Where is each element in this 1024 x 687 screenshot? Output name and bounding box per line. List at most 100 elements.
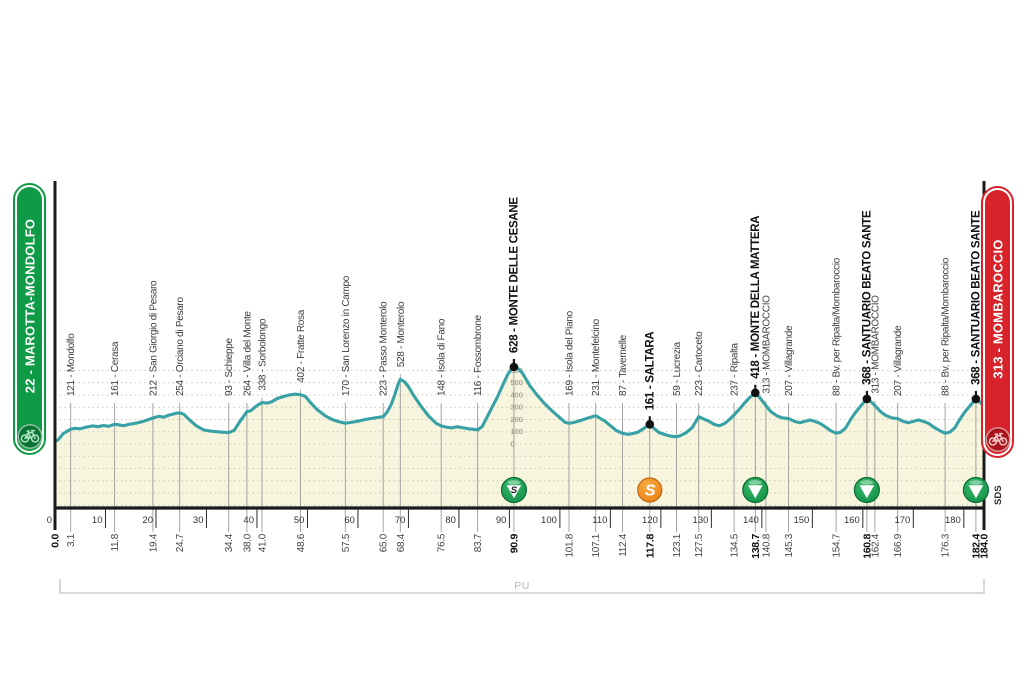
svg-text:628 - MONTE DELLE CESANE: 628 - MONTE DELLE CESANE [508, 197, 520, 353]
svg-text:338 - Sorbolongo: 338 - Sorbolongo [258, 318, 269, 391]
svg-text:110: 110 [592, 515, 607, 526]
svg-text:600: 600 [510, 366, 523, 375]
svg-text:112.4: 112.4 [618, 533, 629, 557]
svg-text:300: 300 [510, 403, 523, 412]
footer-bracket: PU [59, 579, 985, 594]
svg-text:40: 40 [243, 515, 254, 526]
svg-text:117.8: 117.8 [644, 534, 656, 559]
svg-text:130: 130 [693, 515, 709, 526]
svg-text:528 - Monterolo: 528 - Monterolo [396, 301, 407, 367]
bicycle-icon [987, 427, 1008, 453]
svg-text:24.7: 24.7 [175, 533, 186, 552]
svg-text:264 - Villa del Monte: 264 - Villa del Monte [242, 311, 253, 396]
svg-text:80: 80 [445, 515, 456, 526]
svg-text:134.5: 134.5 [730, 533, 741, 557]
svg-text:200: 200 [510, 415, 523, 424]
svg-text:313 - MOMBAROCCIO: 313 - MOMBAROCCIO [761, 295, 772, 394]
profile-area [55, 367, 984, 508]
svg-text:0: 0 [47, 515, 52, 526]
svg-text:166.9: 166.9 [893, 533, 904, 557]
svg-text:3.1: 3.1 [66, 533, 77, 547]
svg-text:127.5: 127.5 [694, 533, 705, 557]
svg-text:176.3: 176.3 [941, 533, 952, 557]
svg-text:88 - Bv. per Ripalta/Mombarocc: 88 - Bv. per Ripalta/Mombaroccio [832, 257, 843, 396]
start-badge-label: 22 - MAROTTA-MONDOLFO [22, 218, 37, 394]
svg-text:20: 20 [142, 515, 153, 526]
svg-text:60: 60 [344, 515, 355, 526]
svg-text:90.9: 90.9 [508, 534, 520, 554]
svg-text:101.8: 101.8 [565, 533, 576, 557]
climb-dots [509, 362, 981, 429]
svg-text:121 - Mondolfo: 121 - Mondolfo [66, 333, 77, 396]
svg-text:162.4: 162.4 [870, 533, 881, 557]
svg-text:120: 120 [642, 515, 658, 526]
svg-text:161 - Cerasa: 161 - Cerasa [110, 341, 121, 396]
svg-text:107.1: 107.1 [591, 533, 602, 557]
start-badge: 22 - MAROTTA-MONDOLFO [13, 183, 46, 455]
svg-text:180: 180 [945, 515, 961, 526]
svg-text:148 - Isola di Fano: 148 - Isola di Fano [437, 318, 448, 396]
svg-text:418 - MONTE DELLA MATTERA: 418 - MONTE DELLA MATTERA [750, 216, 762, 379]
svg-text:57.5: 57.5 [341, 533, 352, 552]
svg-text:231 - Montefelcino: 231 - Montefelcino [591, 318, 602, 396]
svg-text:140: 140 [743, 515, 759, 526]
finish-badge-inner [985, 190, 1010, 454]
svg-text:254 - Orciano di Pesaro: 254 - Orciano di Pesaro [175, 297, 186, 396]
svg-text:169 - Isola del Piano: 169 - Isola del Piano [565, 310, 576, 396]
svg-text:170: 170 [894, 515, 910, 526]
start-badge-circle [17, 424, 42, 449]
svg-text:313 - MOMBAROCCIO: 313 - MOMBAROCCIO [870, 295, 881, 394]
finish-badge: 313 - MOMBAROCCIO [981, 186, 1014, 458]
svg-text:100: 100 [510, 427, 523, 436]
gpm-marker: S [500, 476, 528, 504]
svg-text:SDS: SDS [993, 485, 1004, 505]
svg-text:93 - Schieppe: 93 - Schieppe [224, 337, 235, 396]
elevation-scale: 600 500 400 300 200 100 0 [510, 366, 523, 449]
svg-text:368 - SANTUARIO BEATO SANTE: 368 - SANTUARIO BEATO SANTE [970, 210, 982, 385]
svg-text:170 - San Lorenzo in Campo: 170 - San Lorenzo in Campo [341, 275, 352, 396]
bicycle-icon [19, 424, 40, 450]
svg-text:34.4: 34.4 [224, 533, 235, 552]
svg-text:19.4: 19.4 [148, 533, 159, 552]
sprint-marker: S [637, 477, 663, 503]
svg-text:90: 90 [496, 515, 507, 526]
svg-text:48.6: 48.6 [296, 533, 307, 552]
svg-text:87 - Tavernelle: 87 - Tavernelle [618, 334, 629, 396]
gpm-marker [962, 476, 990, 504]
profile-line [53, 365, 986, 443]
svg-text:70: 70 [395, 515, 406, 526]
svg-text:150: 150 [793, 515, 809, 526]
svg-text:402 - Fratte Rosa: 402 - Fratte Rosa [296, 309, 307, 382]
svg-text:PU: PU [514, 580, 530, 592]
svg-text:212 - San Giorgio di Pesaro: 212 - San Giorgio di Pesaro [148, 280, 159, 396]
svg-text:160: 160 [844, 515, 860, 526]
waypoint-labels: 121 - Mondolfo 161 - Cerasa 212 - San Gior… [66, 197, 982, 411]
svg-text:11.8: 11.8 [110, 533, 121, 551]
km-axis: 0 10 20 30 40 50 60 70 80 90 100 110 120 130 140 150 160… [47, 509, 965, 528]
svg-text:207 - Villagrande: 207 - Villagrande [784, 325, 795, 396]
svg-text:154.7: 154.7 [832, 533, 843, 557]
waypoint-lines [70, 359, 978, 532]
svg-text:237 - Ripalta: 237 - Ripalta [730, 342, 741, 396]
svg-text:368 - SANTUARIO BEATO SANTE: 368 - SANTUARIO BEATO SANTE [861, 210, 873, 385]
start-badge-inner [17, 187, 42, 451]
svg-text:138.7: 138.7 [750, 534, 762, 559]
svg-text:182.4: 182.4 [970, 534, 982, 559]
svg-text:500: 500 [510, 378, 523, 387]
svg-text:123.1: 123.1 [672, 533, 683, 557]
svg-text:65.0: 65.0 [379, 533, 390, 552]
sds-annotation: SDS [993, 485, 1004, 505]
svg-text:160.8: 160.8 [861, 534, 873, 559]
distance-labels: 0.0 3.1 11.8 19.4 24.7 34.4 38.0 41.0 48.6 57.5 65… [50, 533, 991, 559]
svg-text:76.5: 76.5 [437, 533, 448, 552]
svg-text:184.0: 184.0 [979, 534, 991, 559]
svg-text:400: 400 [510, 391, 523, 400]
svg-text:161 - SALTARA: 161 - SALTARA [644, 332, 656, 411]
svg-text:223 - Cartoceto: 223 - Cartoceto [694, 331, 705, 396]
gpm-marker [742, 476, 769, 504]
svg-text:140.8: 140.8 [761, 533, 772, 557]
gpm-marker [853, 476, 880, 504]
